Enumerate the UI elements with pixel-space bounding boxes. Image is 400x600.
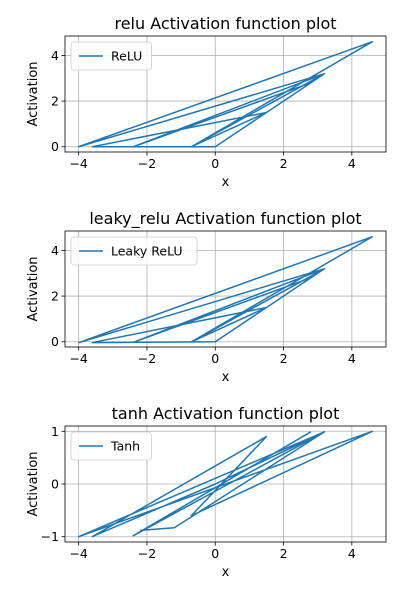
- series-line-tanh: [77, 430, 374, 538]
- x-tick-label: −4: [69, 351, 87, 366]
- x-axis-label: x: [222, 565, 230, 580]
- y-tick-label: 1: [51, 424, 59, 439]
- y-tick-label: 4: [51, 243, 59, 258]
- x-tick-label: −4: [69, 156, 87, 171]
- legend: ReLU: [70, 41, 152, 71]
- x-axis-label: x: [222, 370, 230, 385]
- plot-frame: [64, 35, 387, 153]
- x-tick-label: −2: [138, 351, 156, 366]
- chart-title: tanh Activation function plot: [112, 404, 340, 423]
- x-tick-label: 4: [348, 546, 356, 561]
- legend: Leaky ReLU: [70, 236, 198, 266]
- chart-panel-1: −4 −2 0 2 4 0 2 4 relu Activation function plot x…: [26, 14, 387, 190]
- y-tick-label: 2: [51, 289, 59, 304]
- legend-label: Leaky ReLU: [111, 244, 183, 259]
- x-tick-label: −2: [138, 156, 156, 171]
- legend-label: ReLU: [111, 49, 142, 64]
- x-tick-label: 4: [348, 351, 356, 366]
- y-tick-label: 0: [51, 477, 59, 492]
- chart-title: relu Activation function plot: [114, 14, 336, 33]
- x-tick-label: 2: [280, 351, 288, 366]
- x-tick-label: 0: [211, 156, 219, 171]
- y-axis-label: Activation: [26, 256, 41, 321]
- chart-panel-2: −4 −2 0 2 4 0 2 4 leaky_relu Activation function…: [26, 209, 387, 385]
- x-tick-label: −2: [138, 546, 156, 561]
- y-axis-label: Activation: [26, 61, 41, 126]
- legend-box: [70, 431, 152, 461]
- x-tick-label: 0: [211, 546, 219, 561]
- legend-box: [70, 41, 152, 71]
- y-tick-label: 0: [51, 139, 59, 154]
- chart-title: leaky_relu Activation function plot: [89, 209, 361, 229]
- y-tick-label: −1: [41, 529, 59, 544]
- chart-panel-3: −4 −2 0 2 4 −1 0 1 tanh Activation function plot…: [26, 404, 387, 580]
- y-tick-label: 4: [51, 48, 59, 63]
- x-tick-label: 0: [211, 351, 219, 366]
- x-tick-label: 2: [280, 546, 288, 561]
- y-tick-label: 0: [51, 334, 59, 349]
- x-tick-label: 2: [280, 156, 288, 171]
- series-line-relu: [77, 40, 374, 148]
- x-tick-label: −4: [69, 546, 87, 561]
- x-axis-label: x: [222, 175, 230, 190]
- y-axis-label: Activation: [26, 451, 41, 516]
- plot-frame: [64, 230, 387, 348]
- y-tick-label: 2: [51, 94, 59, 109]
- x-tick-label: 4: [348, 156, 356, 171]
- legend-label: Tanh: [110, 439, 140, 454]
- legend: Tanh: [70, 431, 152, 461]
- series-line-leaky-relu: [77, 235, 374, 344]
- legend-box: [70, 236, 198, 266]
